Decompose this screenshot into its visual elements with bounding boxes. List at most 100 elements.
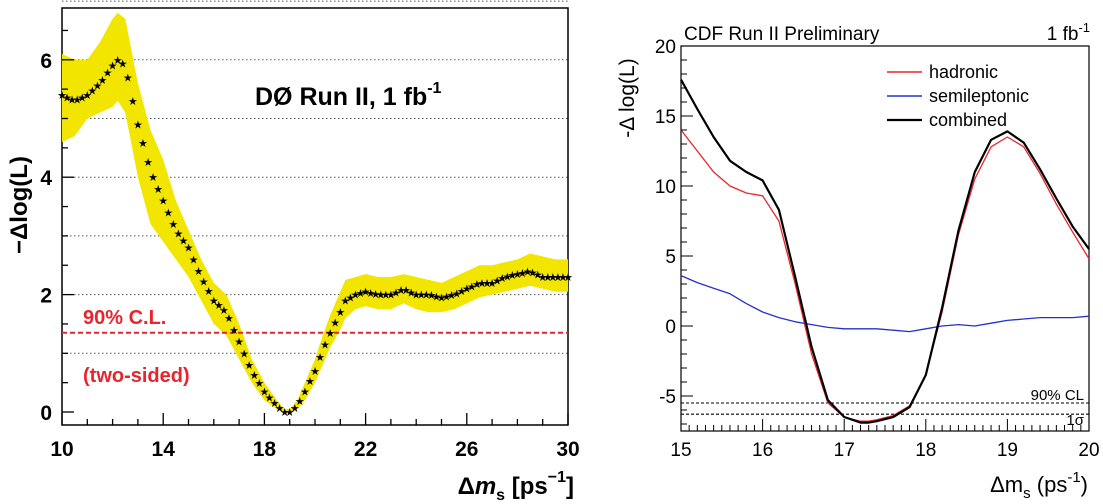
right-cl-lines: 90% CL 1σ bbox=[681, 387, 1089, 429]
left-data-point: ★ bbox=[325, 327, 335, 340]
left-data-point: ★ bbox=[467, 280, 477, 293]
left-data-point: ★ bbox=[315, 351, 325, 364]
left-data-point: ★ bbox=[507, 269, 517, 282]
left-data-point: ★ bbox=[320, 338, 330, 351]
left-y-tick-label: 0 bbox=[40, 402, 52, 425]
left-data-point: ★ bbox=[330, 316, 340, 329]
left-data-point: ★ bbox=[229, 324, 239, 337]
left-y-tick-label: 4 bbox=[40, 167, 52, 190]
left-x-tick-label: 22 bbox=[354, 438, 377, 461]
left-data-point: ★ bbox=[189, 253, 199, 266]
left-data-point: ★ bbox=[168, 218, 178, 231]
left-data-point: ★ bbox=[123, 71, 133, 84]
right-x-tick-label: 20 bbox=[1078, 440, 1099, 461]
left-data-point: ★ bbox=[77, 91, 87, 104]
left-data-point: ★ bbox=[92, 80, 102, 93]
left-data-point: ★ bbox=[179, 235, 189, 248]
left-data-point: ★ bbox=[118, 58, 128, 71]
left-data-point: ★ bbox=[452, 287, 462, 300]
left-chart-title: DØ Run II, 1 fb-1 bbox=[255, 80, 442, 111]
left-data-point: ★ bbox=[356, 287, 366, 300]
left-data-point: ★ bbox=[396, 284, 406, 297]
left-data-point: ★ bbox=[204, 285, 214, 298]
left-data-point: ★ bbox=[148, 171, 158, 184]
right-axis-ticks: 15 16 17 18 19 20 -5 0 5 10 15 20 bbox=[655, 37, 1100, 461]
left-data-point: ★ bbox=[128, 95, 138, 108]
left-data-point: ★ bbox=[548, 271, 558, 284]
left-data-point: ★ bbox=[199, 276, 209, 289]
legend-label-combined: combined bbox=[929, 110, 1007, 130]
right-x-tick-label: 19 bbox=[997, 440, 1018, 461]
left-data-point: ★ bbox=[67, 94, 77, 107]
left-data-point: ★ bbox=[502, 270, 512, 283]
right-series-combined bbox=[680, 79, 1090, 424]
left-data-point: ★ bbox=[219, 304, 229, 317]
left-data-point: ★ bbox=[209, 294, 219, 307]
left-data-point: ★ bbox=[184, 242, 194, 255]
left-data-point: ★ bbox=[442, 290, 452, 303]
left-data-point: ★ bbox=[113, 54, 123, 67]
left-data-point: ★ bbox=[401, 284, 411, 297]
legend-label-hadronic: hadronic bbox=[929, 62, 998, 82]
left-y-axis-label: −Δlog(L) bbox=[6, 156, 33, 254]
right-hline-label: 1σ bbox=[1066, 412, 1084, 429]
left-data-point: ★ bbox=[214, 299, 224, 312]
left-data-point: ★ bbox=[143, 156, 153, 169]
left-data-point: ★ bbox=[361, 286, 371, 299]
left-data-point: ★ bbox=[421, 289, 431, 302]
left-data-point: ★ bbox=[254, 377, 264, 390]
left-data-point: ★ bbox=[482, 277, 492, 290]
left-data-point: ★ bbox=[108, 60, 118, 73]
left-data-point: ★ bbox=[426, 289, 436, 302]
right-series-hadronic bbox=[680, 129, 1090, 422]
left-data-point: ★ bbox=[345, 292, 355, 305]
left-x-tick-label: 26 bbox=[455, 438, 478, 461]
left-data-point: ★ bbox=[295, 395, 305, 408]
left-data-point: ★ bbox=[265, 391, 275, 404]
left-data-point: ★ bbox=[300, 385, 310, 398]
left-data-point: ★ bbox=[523, 266, 533, 279]
left-data-point: ★ bbox=[57, 89, 67, 102]
left-data-point: ★ bbox=[239, 347, 249, 360]
left-data-point: ★ bbox=[492, 275, 502, 288]
left-data-point: ★ bbox=[416, 289, 426, 302]
left-data-point: ★ bbox=[259, 385, 269, 398]
left-data-point: ★ bbox=[82, 89, 92, 102]
right-y-tick-label: 20 bbox=[655, 37, 676, 58]
left-data-point: ★ bbox=[528, 266, 538, 279]
left-data-point: ★ bbox=[457, 285, 467, 298]
left-x-tick-label: 10 bbox=[50, 438, 73, 461]
left-data-point: ★ bbox=[497, 272, 507, 285]
left-data-point: ★ bbox=[533, 269, 543, 282]
left-data-point: ★ bbox=[558, 271, 568, 284]
right-x-tick-label: 17 bbox=[834, 440, 855, 461]
left-data-point: ★ bbox=[477, 277, 487, 290]
right-hline-label: 90% CL bbox=[1031, 387, 1084, 404]
left-axis-ticks: 10 14 18 22 26 30 0 2 4 6 bbox=[40, 29, 580, 461]
left-data-point: ★ bbox=[285, 406, 295, 419]
right-curves bbox=[680, 79, 1090, 424]
right-y-tick-label: 10 bbox=[655, 177, 676, 198]
left-data-point: ★ bbox=[244, 359, 254, 372]
left-data-point: ★ bbox=[376, 289, 386, 302]
left-x-tick-label: 30 bbox=[556, 438, 579, 461]
right-series-semileptonic bbox=[680, 275, 1090, 333]
right-y-tick-label: 15 bbox=[655, 107, 676, 128]
left-data-point: ★ bbox=[472, 278, 482, 291]
right-y-tick-label: 0 bbox=[665, 317, 676, 338]
left-data-point: ★ bbox=[138, 137, 148, 150]
left-data-point: ★ bbox=[249, 369, 259, 382]
left-data-point: ★ bbox=[543, 271, 553, 284]
left-data-point: ★ bbox=[437, 292, 447, 305]
right-y-tick-label: 5 bbox=[665, 247, 676, 268]
left-data-point: ★ bbox=[234, 336, 244, 349]
left-data-point: ★ bbox=[87, 84, 97, 97]
legend-label-semileptonic: semileptonic bbox=[929, 86, 1029, 106]
left-data-point: ★ bbox=[386, 289, 396, 302]
right-plot-frame bbox=[680, 45, 1090, 432]
left-cl-sublabel: (two-sided) bbox=[83, 365, 190, 387]
right-y-axis-label: -Δ log(L) bbox=[616, 58, 639, 137]
cdf-likelihood-chart: 90% CL 1σ 15 16 17 18 19 20 -5 0 5 10 15 20 hadronic… bbox=[616, 20, 1100, 502]
left-x-tick-label: 14 bbox=[152, 438, 176, 461]
